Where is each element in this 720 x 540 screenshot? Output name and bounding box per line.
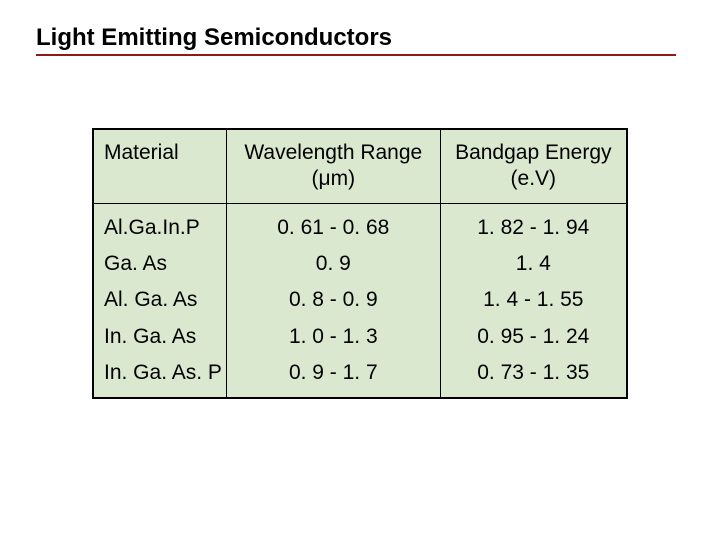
col-header-wavelength: Wavelength Range (μm) [227,129,441,203]
cell-material: Ga. As [93,246,227,282]
table-row: In. Ga. As. P 0. 9 - 1. 7 0. 73 - 1. 35 [93,355,627,398]
cell-wavelength: 1. 0 - 1. 3 [227,319,441,355]
cell-material: In. Ga. As [93,319,227,355]
cell-bandgap: 1. 4 [440,246,627,282]
cell-wavelength: 0. 8 - 0. 9 [227,282,441,318]
table-body: Al.Ga.In.P 0. 61 - 0. 68 1. 82 - 1. 94 G… [93,203,627,398]
cell-bandgap: 0. 95 - 1. 24 [440,319,627,355]
col-header-bandgap: Bandgap Energy (e.V) [440,129,627,203]
table-row: Al.Ga.In.P 0. 61 - 0. 68 1. 82 - 1. 94 [93,203,627,246]
page-title: Light Emitting Semiconductors [36,24,676,56]
cell-bandgap: 1. 4 - 1. 55 [440,282,627,318]
cell-bandgap: 1. 82 - 1. 94 [440,203,627,246]
semiconductor-table-wrap: Material Wavelength Range (μm) Bandgap E… [92,128,628,399]
table-header-row: Material Wavelength Range (μm) Bandgap E… [93,129,627,203]
cell-material: In. Ga. As. P [93,355,227,398]
semiconductor-table: Material Wavelength Range (μm) Bandgap E… [92,128,628,399]
table-row: In. Ga. As 1. 0 - 1. 3 0. 95 - 1. 24 [93,319,627,355]
cell-bandgap: 0. 73 - 1. 35 [440,355,627,398]
cell-wavelength: 0. 61 - 0. 68 [227,203,441,246]
cell-wavelength: 0. 9 [227,246,441,282]
col-header-material: Material [93,129,227,203]
cell-wavelength: 0. 9 - 1. 7 [227,355,441,398]
table-row: Ga. As 0. 9 1. 4 [93,246,627,282]
cell-material: Al.Ga.In.P [93,203,227,246]
cell-material: Al. Ga. As [93,282,227,318]
table-row: Al. Ga. As 0. 8 - 0. 9 1. 4 - 1. 55 [93,282,627,318]
